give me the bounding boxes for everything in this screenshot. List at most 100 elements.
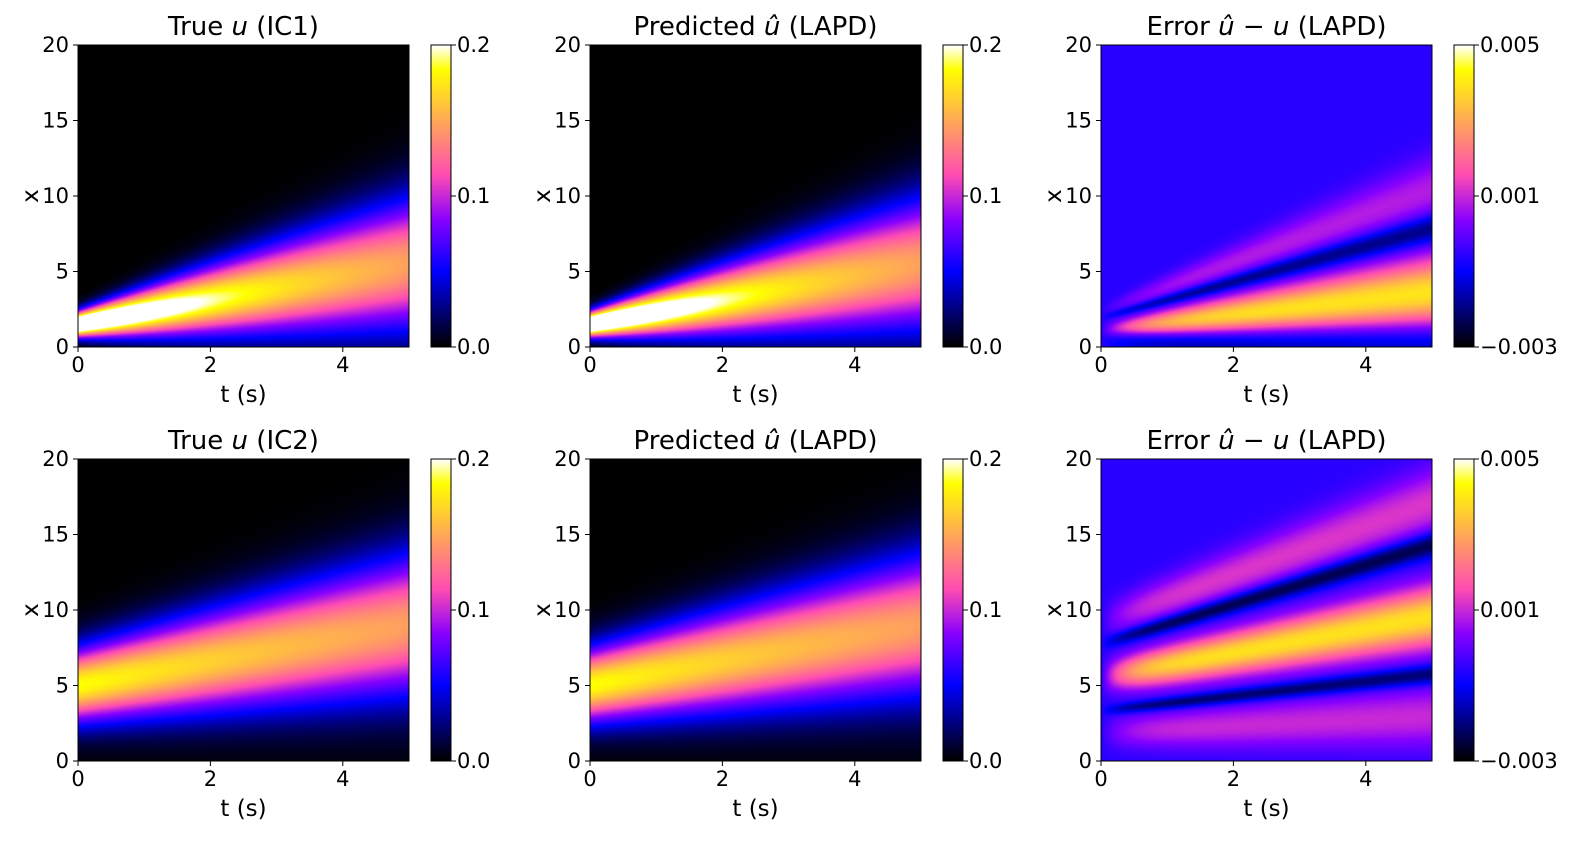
y-tick-label: 10 [1065, 184, 1092, 208]
subplot-5: Predicted û (LAPD) 0 2 4 0 5 10 15 20 t (s) x 0.0 0.… [530, 426, 1002, 822]
subplot-1: True u (IC1) 0 2 4 0 5 10 15 20 t (s) x 0.0 0.1 0.2 [18, 12, 490, 408]
y-tick-label: 15 [554, 523, 581, 547]
colorbar: 0.0 0.1 0.2 [430, 447, 490, 773]
y-tick-label: 5 [56, 260, 69, 284]
y-tick-label: 10 [554, 184, 581, 208]
y-tick-label: 10 [42, 598, 69, 622]
colorbar-tick-label: 0.2 [457, 33, 490, 57]
subplot-title: Error û − u (LAPD) [1146, 12, 1386, 42]
x-tick-label: 2 [1227, 767, 1240, 791]
x-tick-label: 0 [583, 353, 596, 377]
colorbar-tick-label: 0.005 [1480, 447, 1540, 471]
y-tick-label: 20 [42, 447, 69, 471]
colorbar: −0.003 0.001 0.005 [1453, 447, 1558, 773]
colorbar-tick-label: 0.2 [969, 447, 1002, 471]
y-tick-label: 5 [568, 674, 581, 698]
subplot-3: Error û − u (LAPD) 0 2 4 0 5 10 15 20 t (s) x −0.00… [1041, 12, 1558, 408]
x-tick-label: 0 [1094, 767, 1107, 791]
colorbar-gradient [431, 459, 451, 761]
y-tick-label: 10 [554, 598, 581, 622]
y-tick-label: 0 [1079, 749, 1092, 773]
y-axis-label: x [18, 189, 44, 203]
x-tick-label: 2 [1227, 353, 1240, 377]
y-tick-label: 10 [42, 184, 69, 208]
x-tick-label: 4 [336, 767, 349, 791]
subplot-title: True u (IC1) [167, 12, 319, 42]
y-tick-label: 0 [56, 335, 69, 359]
y-tick-label: 15 [1065, 523, 1092, 547]
y-tick-label: 15 [554, 109, 581, 133]
x-axis-label: t (s) [1243, 796, 1289, 822]
y-tick-label: 15 [42, 109, 69, 133]
x-tick-label: 2 [716, 767, 729, 791]
subplot-title: Predicted û (LAPD) [634, 426, 878, 456]
x-axis-label: t (s) [732, 382, 778, 408]
y-axis-label: x [1041, 603, 1067, 617]
y-tick-label: 0 [568, 749, 581, 773]
colorbar-tick-label: 0.1 [969, 598, 1002, 622]
y-tick-label: 20 [554, 33, 581, 57]
colorbar-tick-label: 0.005 [1480, 33, 1540, 57]
colorbar-gradient [431, 45, 451, 347]
colorbar-tick-label: 0.1 [457, 184, 490, 208]
colorbar-tick-label: 0.1 [969, 184, 1002, 208]
colorbar: 0.0 0.1 0.2 [942, 33, 1002, 359]
y-tick-label: 20 [1065, 33, 1092, 57]
y-tick-label: 5 [568, 260, 581, 284]
y-axis-label: x [530, 603, 556, 617]
colorbar-tick-label: 0.001 [1480, 598, 1540, 622]
y-axis-label: x [18, 603, 44, 617]
x-tick-label: 4 [336, 353, 349, 377]
y-tick-label: 0 [568, 335, 581, 359]
y-tick-label: 20 [554, 447, 581, 471]
x-tick-label: 0 [71, 353, 84, 377]
colorbar-gradient [943, 45, 963, 347]
x-axis-label: t (s) [1243, 382, 1289, 408]
colorbar-tick-label: 0.0 [457, 749, 490, 773]
colorbar-tick-label: −0.003 [1480, 335, 1558, 359]
y-tick-label: 15 [1065, 109, 1092, 133]
y-tick-label: 5 [56, 674, 69, 698]
x-tick-label: 0 [583, 767, 596, 791]
x-tick-label: 0 [1094, 353, 1107, 377]
heatmap-image [1101, 459, 1432, 761]
colorbar-tick-label: −0.003 [1480, 749, 1558, 773]
colorbar-tick-label: 0.2 [969, 33, 1002, 57]
y-tick-label: 0 [1079, 335, 1092, 359]
colorbar-gradient [1454, 45, 1474, 347]
y-tick-label: 5 [1079, 260, 1092, 284]
x-tick-label: 4 [1359, 767, 1372, 791]
x-tick-label: 2 [204, 767, 217, 791]
x-tick-label: 4 [848, 353, 861, 377]
colorbar-tick-label: 0.001 [1480, 184, 1540, 208]
subplot-title: Error û − u (LAPD) [1146, 426, 1386, 456]
subplot-4: True u (IC2) 0 2 4 0 5 10 15 20 t (s) x 0.0 0.1 0.2 [18, 426, 490, 822]
x-axis-label: t (s) [220, 382, 266, 408]
colorbar-tick-label: 0.0 [969, 749, 1002, 773]
subplot-title: Predicted û (LAPD) [634, 12, 878, 42]
x-tick-label: 0 [71, 767, 84, 791]
heatmap-image [590, 45, 921, 347]
x-tick-label: 4 [1359, 353, 1372, 377]
heatmap-image [78, 459, 409, 761]
x-tick-label: 2 [204, 353, 217, 377]
colorbar-gradient [943, 459, 963, 761]
y-tick-label: 5 [1079, 674, 1092, 698]
colorbar: 0.0 0.1 0.2 [430, 33, 490, 359]
heatmap-image [78, 45, 409, 347]
subplot-title: True u (IC2) [167, 426, 319, 456]
x-tick-label: 4 [848, 767, 861, 791]
heatmap-image [1101, 45, 1432, 347]
y-axis-label: x [1041, 189, 1067, 203]
x-axis-label: t (s) [732, 796, 778, 822]
y-tick-label: 20 [42, 33, 69, 57]
colorbar-tick-label: 0.2 [457, 447, 490, 471]
y-tick-label: 10 [1065, 598, 1092, 622]
x-axis-label: t (s) [220, 796, 266, 822]
subplot-6: Error û − u (LAPD) 0 2 4 0 5 10 15 20 t (s) x −0.00… [1041, 426, 1558, 822]
colorbar-tick-label: 0.0 [457, 335, 490, 359]
colorbar-tick-label: 0.1 [457, 598, 490, 622]
